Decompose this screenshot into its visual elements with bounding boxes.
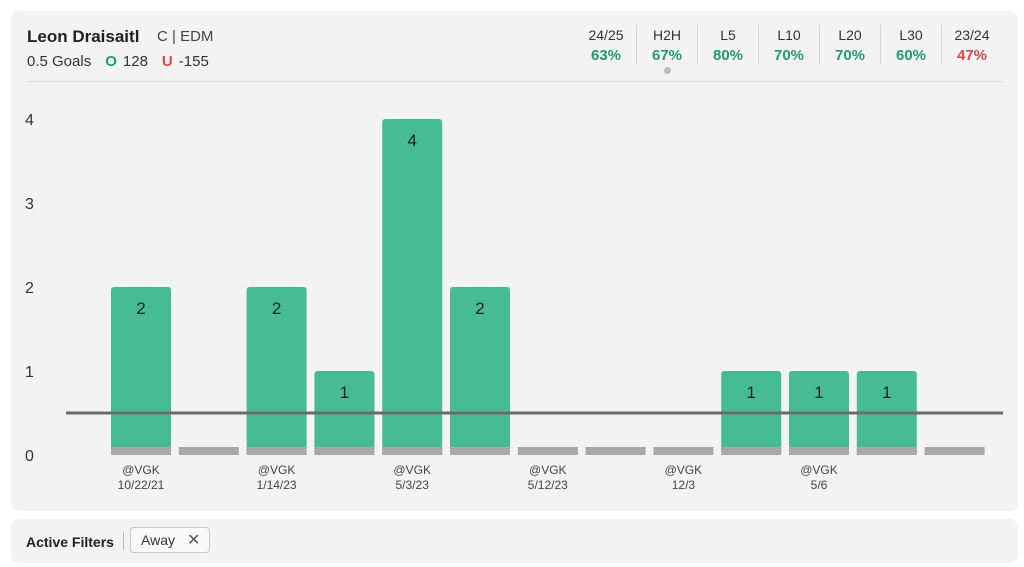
bar-value-label: 1 — [882, 383, 891, 402]
bar-baseline — [924, 447, 985, 455]
stat-tab-value: 63% — [590, 47, 622, 64]
bar-value-label: 1 — [746, 383, 755, 402]
bar-baseline — [111, 447, 171, 455]
stat-tab-value: 60% — [895, 47, 927, 64]
bar-value-label: 4 — [407, 131, 416, 150]
over-label: O — [105, 53, 117, 70]
player-name: Leon Draisaitl — [27, 27, 140, 46]
prop-label: 0.5 Goals — [27, 53, 92, 70]
stat-tab-l20[interactable]: L20 70% — [819, 25, 880, 64]
x-tick-opponent: @VGK — [258, 463, 296, 477]
over-odds[interactable]: 128 — [122, 53, 148, 70]
under-label: U — [161, 53, 173, 70]
stat-tab-value: 80% — [712, 47, 744, 64]
header-divider — [27, 81, 1002, 82]
stat-tab-l10[interactable]: L10 70% — [758, 25, 819, 64]
bar-baseline — [382, 447, 443, 455]
prop-line: 0.5 Goals O 128 U -155 — [27, 53, 209, 70]
under-odds[interactable]: -155 — [178, 53, 209, 70]
stat-tab-l30[interactable]: L30 60% — [880, 25, 941, 64]
stat-tab-label: L30 — [899, 27, 923, 43]
bar-value-label: 2 — [475, 299, 484, 318]
x-tick-opponent: @VGK — [393, 463, 431, 477]
bar[interactable] — [382, 119, 443, 455]
filter-chip-away[interactable]: Away ✕ — [130, 527, 210, 553]
stat-tab-label: L10 — [777, 27, 801, 43]
bar-baseline — [653, 447, 714, 455]
player-position-team: C | EDM — [157, 28, 214, 45]
bar-baseline — [856, 447, 917, 455]
y-tick-label: 0 — [25, 448, 34, 465]
filters-divider — [123, 532, 124, 550]
x-tick-opponent: @VGK — [529, 463, 567, 477]
x-tick-date: 12/3 — [672, 478, 696, 492]
x-tick-opponent: @VGK — [665, 463, 703, 477]
chart-card: Leon Draisaitl C | EDM 0.5 Goals O 128 U… — [11, 11, 1018, 511]
bar-baseline — [450, 447, 510, 455]
y-tick-label: 1 — [25, 364, 34, 381]
bar-value-label: 2 — [272, 299, 281, 318]
y-tick-label: 3 — [25, 196, 34, 213]
bar-baseline — [314, 447, 375, 455]
x-tick-opponent: @VGK — [122, 463, 160, 477]
x-tick-opponent: @VGK — [800, 463, 838, 477]
bar-baseline — [517, 447, 578, 455]
stat-tab-label: 23/24 — [954, 27, 990, 43]
goals-bar-chart: 012342@VGK10/22/212@VGK1/14/2314@VGK5/3/… — [25, 112, 1003, 492]
x-tick-date: 1/14/23 — [257, 478, 297, 492]
bar-baseline — [789, 447, 849, 455]
x-tick-date: 10/22/21 — [118, 478, 165, 492]
stat-tab-label: H2H — [652, 27, 681, 43]
y-tick-label: 4 — [25, 112, 34, 129]
stat-tab-l5[interactable]: L5 80% — [697, 25, 758, 64]
x-tick-date: 5/12/23 — [528, 478, 568, 492]
close-icon[interactable]: ✕ — [186, 532, 201, 549]
stat-tab-h2h[interactable]: H2H 67% — [636, 25, 697, 74]
stat-tab-2324[interactable]: 23/24 47% — [941, 25, 1002, 64]
stat-tab-value: 70% — [773, 47, 805, 64]
bar-value-label: 1 — [814, 383, 823, 402]
bar-baseline — [246, 447, 307, 455]
stat-tab-value: 67% — [651, 47, 683, 64]
y-tick-label: 2 — [25, 280, 34, 297]
bar-baseline — [585, 447, 646, 455]
hit-rate-tabs: 24/25 63% H2H 67% L5 80% L10 70% L20 70% L30 60% 23/… — [576, 25, 1002, 74]
x-tick-date: 5/3/23 — [396, 478, 430, 492]
active-filters-bar: Active Filters Away ✕ — [11, 519, 1018, 563]
active-filters-label: Active Filters — [26, 534, 114, 550]
player-header: Leon Draisaitl C | EDM 0.5 Goals O 128 U… — [27, 25, 1002, 81]
stat-tab-value: 70% — [834, 47, 866, 64]
bar-baseline — [178, 447, 239, 455]
bar-value-label: 2 — [136, 299, 145, 318]
selected-indicator-dot — [663, 67, 671, 74]
bar-baseline — [721, 447, 782, 455]
bar-value-label: 1 — [340, 383, 349, 402]
stat-tab-value: 47% — [956, 47, 988, 64]
stat-tab-label: 24/25 — [588, 27, 624, 43]
stat-tab-label: L5 — [720, 27, 736, 43]
stat-tab-label: L20 — [838, 27, 862, 43]
x-tick-date: 5/6 — [811, 478, 828, 492]
stat-tab-2425[interactable]: 24/25 63% — [576, 25, 636, 64]
filter-chip-label: Away — [141, 532, 175, 548]
